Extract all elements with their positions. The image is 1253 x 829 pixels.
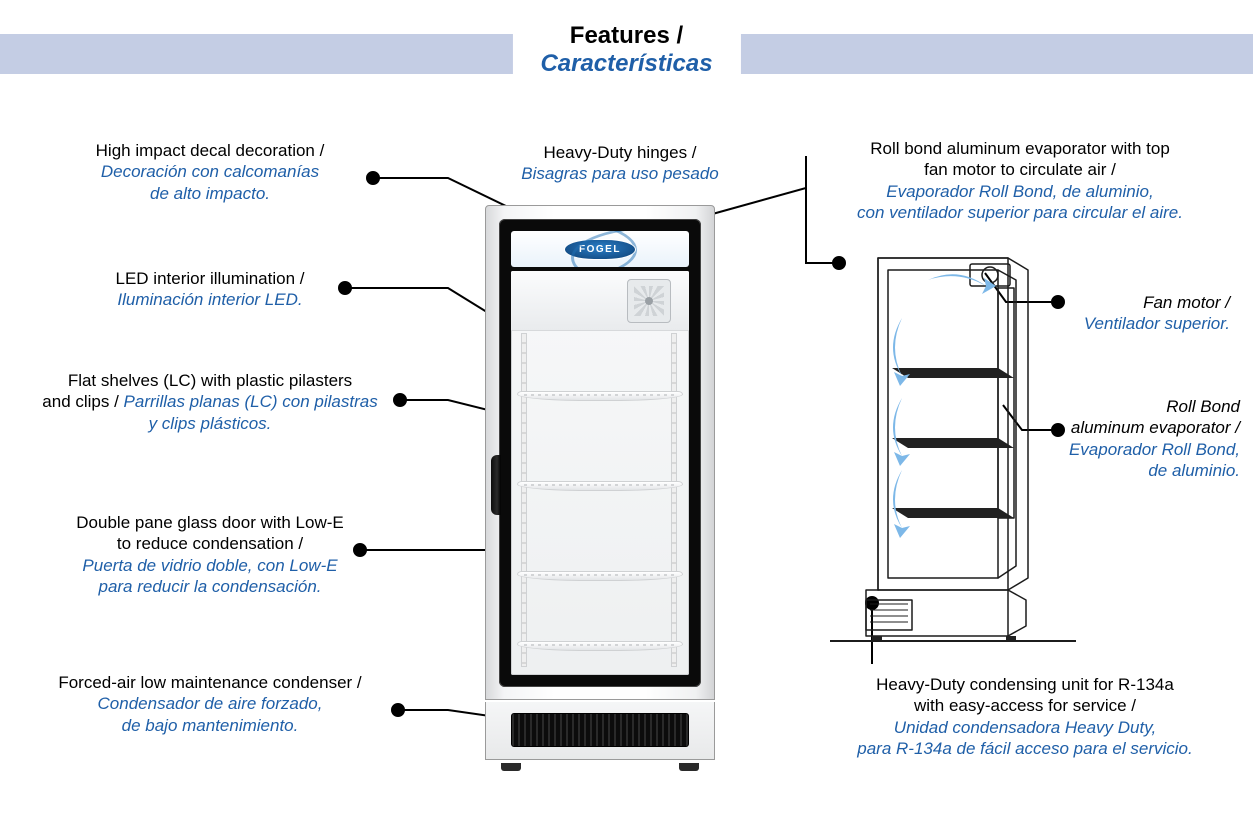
callout-condensing-unit-es: Unidad condensadora Heavy Duty,para R-13…: [857, 718, 1192, 758]
fridge-pilaster: [671, 333, 677, 667]
callout-left-2: Flat shelves (LC) with plastic pilasters…: [20, 370, 400, 434]
callout-rollbond-top-en: Roll bond aluminum evaporator with topfa…: [870, 139, 1170, 179]
callout-left-4: Forced-air low maintenance condenser /Co…: [20, 672, 400, 736]
header-title-es: Características: [540, 50, 712, 78]
fridge-grille: [511, 713, 689, 747]
callout-condensing-unit-en: Heavy-Duty condensing unit for R-134awit…: [876, 675, 1174, 715]
callout-fanmotor: Fan motor / Ventilador superior.: [1060, 292, 1230, 335]
fridge-pilaster: [521, 333, 527, 667]
header-title-en: Features /: [540, 22, 712, 50]
header-title: Features / Características: [512, 22, 740, 77]
refrigerator-schematic: [858, 248, 1048, 638]
callout-rollbond-top-es: Evaporador Roll Bond, de aluminio,con ve…: [857, 182, 1183, 222]
callout-hinges: Heavy-Duty hinges / Bisagras para uso pe…: [470, 142, 770, 185]
fridge-brand-badge: FOGEL: [564, 239, 636, 260]
callout-fanmotor-en: Fan motor /: [1143, 293, 1230, 312]
fridge-brand-panel: FOGEL: [511, 231, 689, 267]
callout-rollbond-top: Roll bond aluminum evaporator with topfa…: [810, 138, 1230, 223]
fridge-shelf: [517, 481, 683, 491]
callout-rollbond-evap: Roll Bondaluminum evaporator / Evaporado…: [1060, 396, 1240, 481]
callout-left-0: High impact decal decoration /Decoración…: [20, 140, 400, 204]
fridge-glass: [511, 271, 689, 675]
fridge-handle: [491, 455, 501, 515]
callout-rollbond-evap-es: Evaporador Roll Bond,de aluminio.: [1069, 440, 1240, 480]
refrigerator-illustration: FOGEL: [485, 205, 715, 770]
callout-left-1: LED interior illumination /Iluminación i…: [20, 268, 400, 311]
schematic-groundline: [830, 640, 1076, 642]
fridge-feet: [485, 761, 715, 771]
fridge-shelf: [517, 571, 683, 581]
callout-rollbond-evap-en: Roll Bondaluminum evaporator /: [1071, 397, 1240, 437]
callout-condensing-unit: Heavy-Duty condensing unit for R-134awit…: [820, 674, 1230, 759]
callout-fanmotor-es: Ventilador superior.: [1084, 314, 1230, 333]
callout-left-3: Double pane glass door with Low-Eto redu…: [20, 512, 400, 597]
fridge-shelf: [517, 641, 683, 651]
callout-hinges-en: Heavy-Duty hinges /: [543, 143, 696, 162]
callout-hinges-es: Bisagras para uso pesado: [521, 164, 719, 183]
schematic-svg: [858, 248, 1048, 648]
fan-icon: [627, 279, 671, 323]
fridge-shelf: [517, 391, 683, 401]
